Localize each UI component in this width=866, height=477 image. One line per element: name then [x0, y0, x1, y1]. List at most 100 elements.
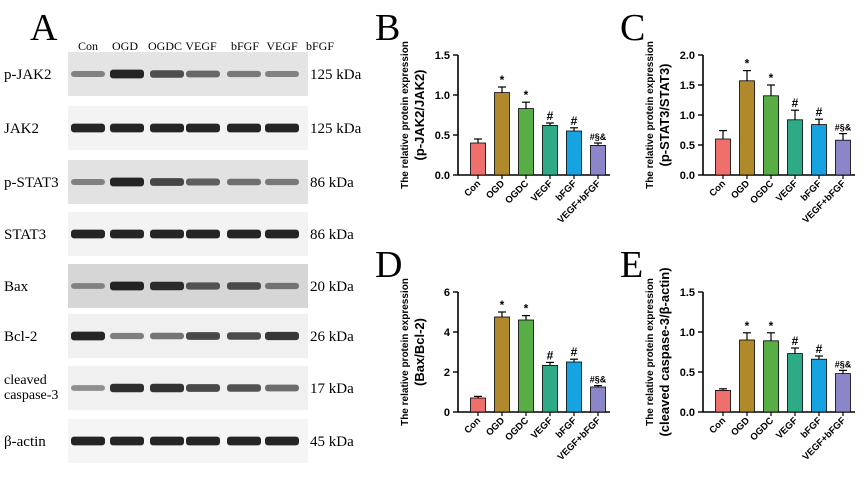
- x-tick-label: OGDC: [503, 415, 531, 443]
- y-tick-label: 1.0: [435, 90, 450, 102]
- protein-label: p-STAT3: [4, 175, 59, 191]
- protein-band: [150, 383, 184, 393]
- y-tick-label: 1.5: [680, 80, 695, 92]
- y-tick-label: 1.0: [680, 110, 695, 122]
- y-axis-label: The relative protein expression: [400, 278, 411, 426]
- x-tick-label: OGDC: [748, 415, 776, 443]
- x-tick-label: Con: [462, 178, 483, 199]
- protein-band: [265, 384, 299, 392]
- protein-label: p-JAK2: [4, 67, 52, 83]
- y-axis-label: The relative protein expression: [645, 41, 656, 189]
- protein-band: [265, 178, 299, 186]
- significance-mark: #§&: [590, 375, 607, 385]
- protein-band: [265, 123, 299, 133]
- bar: [470, 397, 486, 413]
- bar: [835, 373, 851, 413]
- bar: [763, 95, 779, 176]
- kda-label: 26 kDa: [310, 329, 354, 345]
- y-axis-sublabel: (cleaved caspase-3/β-actin): [657, 267, 672, 436]
- x-tick-label: VEGF: [529, 415, 555, 441]
- y-tick-label: 0.0: [680, 170, 695, 182]
- protein-band: [71, 71, 105, 77]
- panel-letter: E: [620, 244, 643, 286]
- y-tick-label: 0.5: [680, 140, 695, 152]
- protein-label: STAT3: [4, 227, 46, 243]
- protein-band: [150, 229, 184, 239]
- lane-label: OGD: [112, 39, 138, 53]
- protein-band: [110, 229, 144, 239]
- protein-band: [110, 69, 144, 79]
- x-tick-label: Con: [707, 415, 728, 436]
- significance-mark: *: [524, 88, 529, 102]
- significance-mark: *: [500, 73, 505, 87]
- significance-mark: #: [792, 334, 799, 348]
- protein-band: [150, 178, 184, 186]
- protein-band: [71, 179, 105, 185]
- panel-letter-a: A: [30, 7, 58, 49]
- protein-band: [110, 436, 144, 446]
- bar: [811, 124, 827, 176]
- significance-mark: #: [547, 348, 554, 362]
- bar: [787, 353, 803, 413]
- x-tick-label: VEGF: [774, 415, 800, 441]
- y-tick-label: 1.5: [680, 287, 695, 299]
- bar: [739, 339, 755, 413]
- protein-band: [186, 178, 220, 186]
- protein-band: [227, 178, 261, 186]
- y-tick-label: 0.0: [680, 407, 695, 419]
- protein-band: [186, 282, 220, 290]
- x-tick-label: Con: [707, 178, 728, 199]
- y-tick-label: 2.0: [680, 50, 695, 62]
- protein-band: [150, 281, 184, 291]
- y-axis-sublabel: (Bax/Bcl-2): [412, 318, 427, 386]
- x-tick-label: OGDC: [748, 178, 776, 206]
- bar: [811, 358, 827, 413]
- protein-label: JAK2: [4, 121, 39, 137]
- y-axis-sublabel: (p-JAK2/JAK2): [412, 69, 427, 160]
- bar: [787, 119, 803, 176]
- protein-band: [265, 229, 299, 239]
- chart-panel-c: C 0.0 0.5 1.0 1.5 2.0 The relative protein exp…: [620, 7, 855, 226]
- significance-mark: #: [571, 345, 578, 359]
- y-tick-label: 1.5: [435, 50, 450, 62]
- protein-band: [186, 332, 220, 340]
- bar: [566, 361, 582, 413]
- protein-band: [71, 283, 105, 289]
- protein-band: [110, 383, 144, 393]
- protein-band: [227, 229, 261, 239]
- protein-band: [71, 229, 105, 239]
- significance-mark: #: [571, 114, 578, 128]
- protein-band: [227, 384, 261, 392]
- bar: [470, 142, 486, 176]
- lane-label: bFGF: [306, 39, 334, 53]
- protein-band: [110, 281, 144, 291]
- y-tick-label: 6: [444, 287, 450, 299]
- x-tick-label: VEGF: [774, 178, 800, 204]
- bar: [566, 130, 582, 176]
- protein-band: [227, 123, 261, 133]
- y-axis-label: The relative protein expression: [645, 278, 656, 426]
- significance-mark: #§&: [590, 132, 607, 142]
- significance-mark: *: [500, 298, 505, 312]
- chart-panel-d: D 0 2 4 6 The relative protein expression (Bax…: [375, 244, 610, 463]
- significance-mark: #: [547, 109, 554, 123]
- protein-band: [110, 123, 144, 133]
- protein-band: [227, 70, 261, 78]
- panel-letter: D: [375, 244, 402, 286]
- kda-label: 86 kDa: [310, 227, 354, 243]
- y-tick-label: 4: [444, 327, 451, 339]
- y-tick-label: 0.5: [680, 367, 695, 379]
- x-tick-label: OGDC: [503, 178, 531, 206]
- protein-label: caspase-3: [4, 388, 58, 403]
- panel-letter: C: [620, 7, 645, 49]
- protein-band: [71, 385, 105, 391]
- kda-label: 45 kDa: [310, 434, 354, 450]
- significance-mark: #: [792, 96, 799, 110]
- protein-band: [227, 282, 261, 290]
- y-tick-label: 0.0: [435, 170, 450, 182]
- bar: [590, 386, 606, 413]
- y-tick-label: 0: [444, 407, 450, 419]
- kda-label: 125 kDa: [310, 67, 362, 83]
- significance-mark: #: [816, 342, 823, 356]
- y-axis-sublabel: (p-STAT3/STAT3): [657, 63, 672, 166]
